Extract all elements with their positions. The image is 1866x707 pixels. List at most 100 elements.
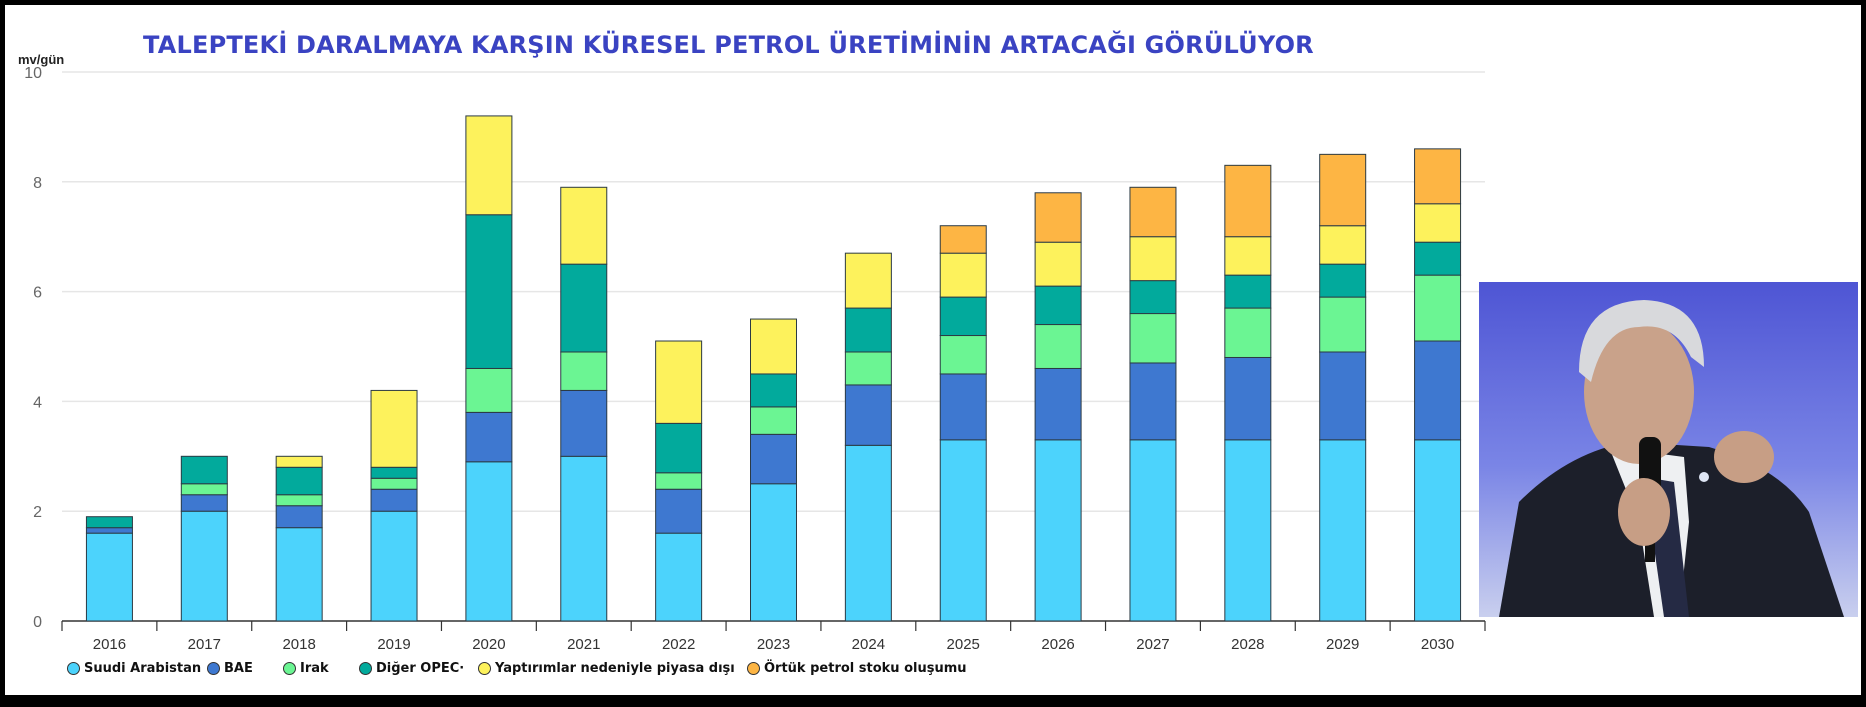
bar-segment xyxy=(465,214,513,369)
bar-segment xyxy=(1319,153,1367,227)
legend-item: Suudi Arabistan xyxy=(67,661,201,676)
x-tick-label: 2022 xyxy=(662,636,695,653)
legend-item: Irak xyxy=(283,661,329,676)
bar-segment xyxy=(1034,192,1082,243)
bar-segment xyxy=(1224,356,1272,441)
bar-segment xyxy=(1414,148,1462,205)
bar-segment xyxy=(560,351,608,391)
bar-segment xyxy=(1414,439,1462,622)
bar-segment xyxy=(1224,439,1272,622)
legend-swatch-icon xyxy=(747,662,760,675)
bar-segment xyxy=(1224,274,1272,309)
x-tick-label: 2017 xyxy=(188,636,221,653)
bar-segment xyxy=(844,444,892,622)
bar-segment xyxy=(180,510,228,622)
bar-segment xyxy=(275,527,323,622)
x-tick-label: 2019 xyxy=(377,636,410,653)
speaker-photo xyxy=(1479,282,1858,617)
bar-segment xyxy=(275,455,323,468)
y-tick-label: 6 xyxy=(33,285,42,302)
bar-segment xyxy=(370,466,418,479)
bar-segment xyxy=(844,307,892,353)
x-tick-label: 2020 xyxy=(472,636,505,653)
bar-segment xyxy=(275,505,323,529)
y-tick-label: 2 xyxy=(33,504,42,521)
x-tick-label: 2024 xyxy=(852,636,885,653)
bar-segment xyxy=(655,488,703,534)
bar-segment xyxy=(85,516,133,529)
legend-swatch-icon xyxy=(478,662,491,675)
legend-label: Suudi Arabistan xyxy=(84,661,202,676)
bar-segment xyxy=(560,455,608,622)
bar-segment xyxy=(1129,439,1177,622)
bar-segment xyxy=(465,461,513,622)
x-tick-label: 2030 xyxy=(1421,636,1454,653)
bar-segment xyxy=(750,433,797,485)
x-tick-label: 2028 xyxy=(1231,636,1264,653)
bar-segment xyxy=(844,384,892,446)
y-tick-label: 8 xyxy=(33,175,42,192)
bar-segment xyxy=(1224,307,1272,358)
bar-segment xyxy=(1319,439,1367,622)
bar-segment xyxy=(560,186,608,265)
bar-segment xyxy=(939,225,987,254)
x-tick-label: 2021 xyxy=(567,636,600,653)
legend-label: Örtük petrol stoku oluşumu xyxy=(764,661,967,676)
bar-segment xyxy=(844,252,892,309)
bar-segment xyxy=(1034,367,1082,441)
y-tick-label: 0 xyxy=(33,614,42,631)
bar-segment xyxy=(1414,241,1462,276)
bar-segment xyxy=(655,422,703,474)
bar-segment xyxy=(370,510,418,622)
bar-segment xyxy=(750,318,797,375)
bar-segment xyxy=(275,466,323,496)
legend-item: Yaptırımlar nedeniyle piyasa dışı xyxy=(478,661,735,676)
x-tick-label: 2016 xyxy=(93,636,126,653)
bar-segment xyxy=(465,411,513,463)
legend-label: Yaptırımlar nedeniyle piyasa dışı xyxy=(495,661,735,676)
bar-segment xyxy=(1414,340,1462,441)
bar-segment xyxy=(560,263,608,353)
bar-segment xyxy=(750,406,797,435)
bar-segment xyxy=(750,373,797,408)
legend-swatch-icon xyxy=(207,662,220,675)
bar-segment xyxy=(370,488,418,512)
bar-segment xyxy=(1034,285,1082,326)
bar-segment xyxy=(1224,236,1272,276)
legend-label: Irak xyxy=(300,661,329,676)
y-tick-label: 4 xyxy=(33,394,42,411)
legend-swatch-icon xyxy=(67,662,80,675)
bar-segment xyxy=(370,389,418,468)
bar-segment xyxy=(465,367,513,413)
bar-segment xyxy=(1414,274,1462,342)
x-tick-label: 2018 xyxy=(282,636,315,653)
bar-segment xyxy=(275,494,323,507)
bar-segment xyxy=(1319,351,1367,441)
bar-segment xyxy=(655,340,703,424)
bar-segment xyxy=(85,527,133,534)
bar-segment xyxy=(939,373,987,441)
bar-segment xyxy=(1129,362,1177,441)
bar-segment xyxy=(1129,280,1177,315)
x-tick-label: 2029 xyxy=(1326,636,1359,653)
bar-segment xyxy=(1034,439,1082,622)
x-tick-label: 2025 xyxy=(947,636,980,653)
chart-title: TALEPTEKİ DARALMAYA KARŞIN KÜRESEL PETRO… xyxy=(143,31,1314,59)
bar-segment xyxy=(1034,241,1082,287)
bar-segment xyxy=(1319,225,1367,265)
bar-segment xyxy=(939,439,987,622)
legend-item: Diğer OPEC· xyxy=(359,661,464,676)
bar-segment xyxy=(939,335,987,375)
bar-segment xyxy=(1319,263,1367,298)
bar-segment xyxy=(1129,313,1177,364)
y-axis-unit-label: mv/gün xyxy=(18,52,65,67)
stacked-bar-chart: 0 2 4 6 8 10 2016 2017 2018 2019 2020 2021 2022 2023 2… xyxy=(24,65,1486,653)
bar-segment xyxy=(1319,296,1367,353)
legend-swatch-icon xyxy=(359,662,372,675)
bar-segment xyxy=(655,532,703,622)
legend-label: Diğer OPEC· xyxy=(376,661,465,676)
bar-segment xyxy=(180,483,228,496)
x-tick-label: 2023 xyxy=(757,636,790,653)
legend-item: BAE xyxy=(207,661,253,676)
bar-segment xyxy=(1129,236,1177,282)
